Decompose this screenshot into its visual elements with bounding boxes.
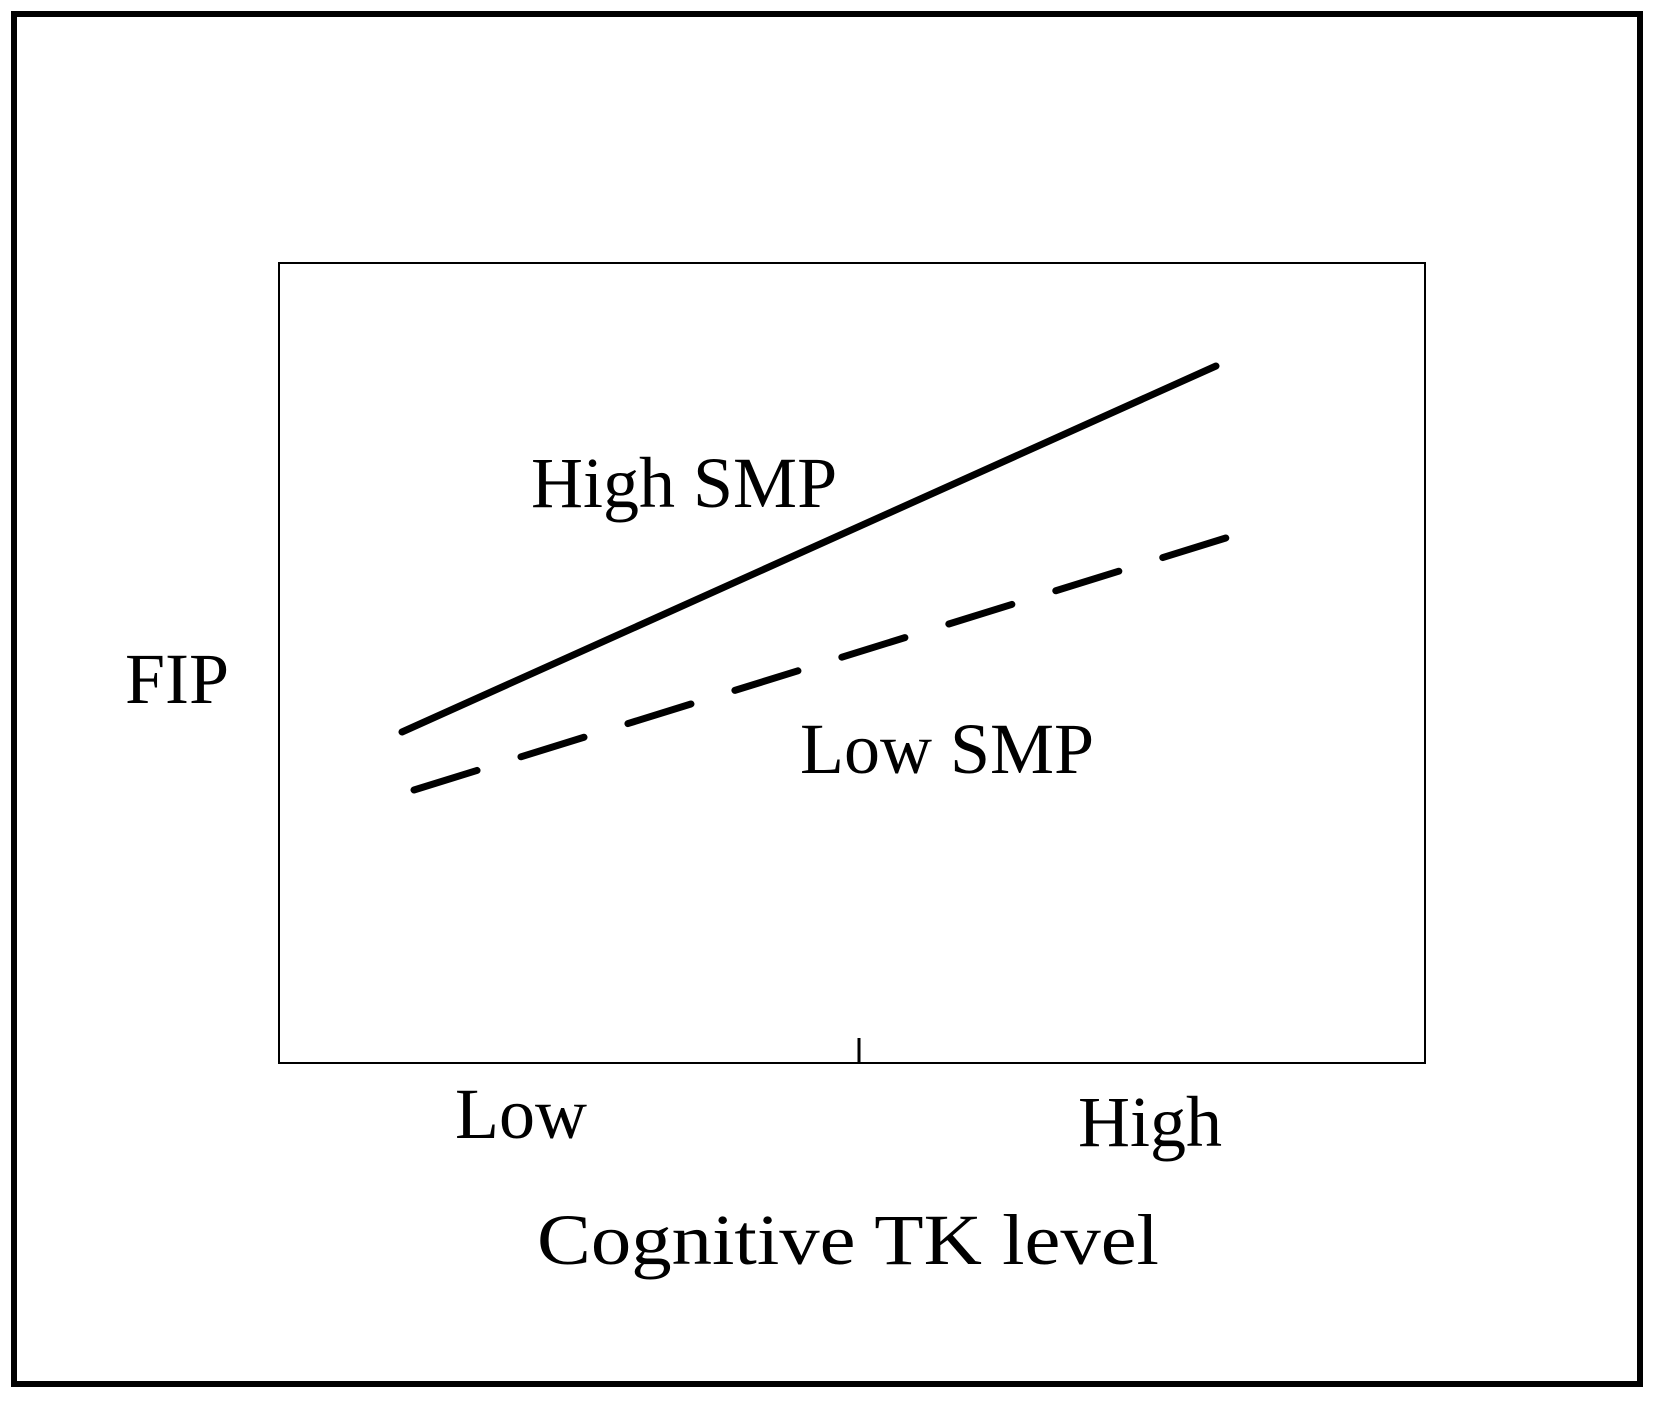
x-axis-label: Cognitive TK level: [537, 1200, 1159, 1280]
outer-frame: [11, 11, 1643, 1387]
plot-area: [278, 262, 1426, 1064]
x-tick-label-high: High: [1078, 1082, 1222, 1162]
x-tick-label-low: Low: [455, 1074, 587, 1154]
high-smp-label: High SMP: [531, 443, 837, 523]
y-axis-label: FIP: [125, 639, 229, 719]
low-smp-line: [410, 524, 1262, 794]
high-smp-line: [398, 362, 1220, 736]
low-smp-label: Low SMP: [800, 709, 1094, 789]
